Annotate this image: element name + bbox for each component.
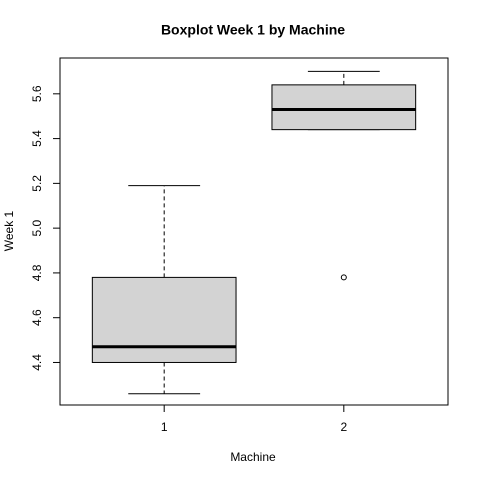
x-tick-label: 2	[340, 420, 347, 434]
box	[271, 84, 417, 131]
y-axis-label: Week 1	[2, 210, 16, 251]
y-tick-label: 5.4	[30, 130, 44, 147]
y-tick-label: 5.0	[30, 219, 44, 236]
x-axis-label: Machine	[230, 450, 276, 464]
y-tick-label: 5.2	[30, 175, 44, 192]
outlier	[340, 274, 347, 281]
y-tick-label: 4.4	[30, 354, 44, 371]
y-tick-label: 5.6	[30, 85, 44, 102]
y-tick-label: 4.8	[30, 264, 44, 281]
y-tick-label: 4.6	[30, 309, 44, 326]
chart-title: Boxplot Week 1 by Machine	[161, 22, 345, 38]
box	[91, 276, 237, 363]
x-tick-label: 1	[161, 420, 168, 434]
